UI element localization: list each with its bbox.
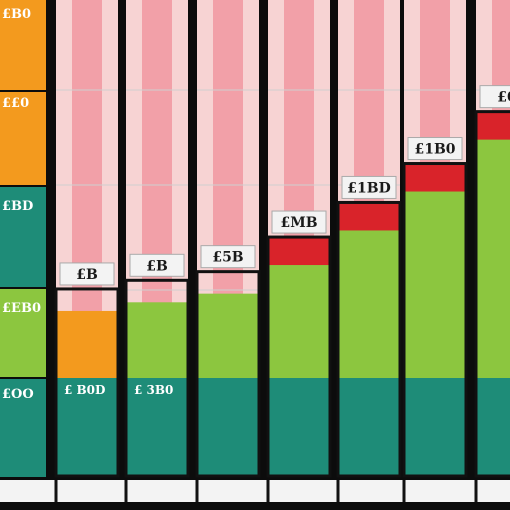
y-axis-block — [0, 0, 46, 90]
y-axis-block — [0, 379, 46, 477]
y-tick-label: £BD — [2, 199, 33, 214]
bar-segment-middle — [268, 259, 330, 378]
value-label: £0 — [497, 90, 510, 106]
baseline-strip — [0, 480, 510, 502]
value-label: £5B — [212, 250, 243, 266]
value-label: £B — [76, 267, 98, 283]
y-tick-label: £OO — [2, 387, 34, 402]
value-label: £B — [146, 258, 168, 274]
value-label-box — [59, 262, 115, 286]
bar-segment-middle — [404, 185, 466, 378]
bar-segment-top — [476, 111, 510, 140]
x-axis-labels: £ B0D £ 3B0 — [0, 383, 510, 502]
bar-segment-top — [338, 202, 400, 231]
bar-segment-bottom — [126, 378, 188, 476]
value-label-box — [271, 210, 327, 234]
value-label-box — [407, 137, 463, 161]
y-axis-block — [0, 92, 46, 185]
bar-outline — [474, 110, 510, 478]
bar-segment-middle — [338, 224, 400, 378]
bar-outline — [402, 162, 468, 478]
bar-segment-middle — [476, 133, 510, 378]
bar-segment-top — [404, 163, 466, 192]
value-label-box — [129, 253, 185, 277]
bar-segment-top — [268, 237, 330, 266]
bar-segment-bottom — [404, 378, 466, 476]
y-axis-block — [0, 289, 46, 377]
y-tick-label: £B0 — [2, 7, 31, 22]
x-tick-label: £ 3B0 — [134, 383, 173, 397]
value-label: £1BD — [347, 180, 390, 196]
value-label: £MB — [280, 215, 317, 231]
y-tick-label: ££0 — [2, 96, 29, 111]
bar-outline — [266, 235, 332, 478]
bar-outline — [336, 200, 402, 478]
value-label-box — [200, 245, 256, 269]
bar-segment-bottom — [197, 378, 259, 476]
bar-segment-middle — [197, 293, 259, 378]
bar-outline — [124, 278, 190, 478]
x-tick-label: £ B0D — [64, 383, 105, 397]
value-label: £1B0 — [414, 142, 455, 158]
y-axis-block — [0, 187, 46, 287]
y-tick-label: £EB0 — [2, 301, 41, 316]
y-axis: £B0 ££0 £BD £EB0 £OO — [0, 0, 46, 477]
bar-outline — [195, 270, 261, 478]
bar-segment-middle — [56, 310, 118, 378]
value-labels-layer: £B £B £5B £MB £1BD £1B0 £0 — [59, 85, 510, 286]
bar-outline — [54, 287, 120, 478]
value-label-box — [479, 85, 510, 109]
bar-segment-bottom — [338, 378, 400, 476]
bar-segment-bottom — [56, 378, 118, 476]
bars-layer — [54, 110, 510, 478]
value-label-box — [341, 175, 397, 199]
bar-segment-middle — [126, 302, 188, 378]
bar-segment-bottom — [268, 378, 330, 476]
bar-segment-bottom — [476, 378, 510, 476]
